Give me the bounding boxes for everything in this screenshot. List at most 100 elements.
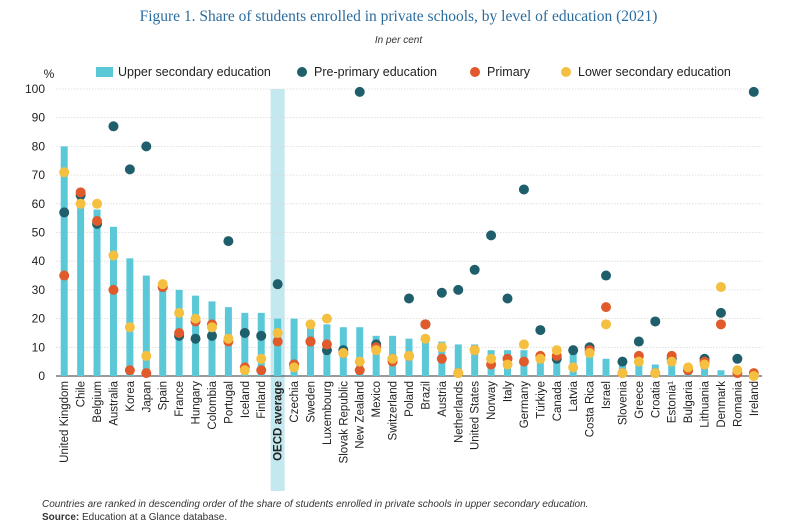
- dot-lower-secondary: [617, 368, 628, 379]
- x-tick-label: Netherlands: [453, 381, 465, 443]
- y-tick-label: 10: [32, 340, 46, 354]
- source-text: Education at a Glance database.: [79, 512, 228, 523]
- dot-lower-secondary: [354, 356, 365, 367]
- bar-upper-secondary: [257, 312, 265, 376]
- x-tick-label: Poland: [404, 381, 416, 417]
- x-tick-label: Lithuania: [700, 380, 712, 427]
- dot-lower-secondary: [551, 345, 562, 356]
- dot-lower-secondary: [732, 365, 743, 376]
- dot-lower-secondary: [223, 333, 234, 344]
- dot-primary: [420, 319, 431, 330]
- x-tick-label: Denmark: [716, 381, 728, 428]
- bar-upper-secondary: [701, 367, 709, 376]
- y-tick-label: 50: [32, 226, 46, 240]
- x-tick-label: Slovak Republic: [338, 381, 350, 464]
- x-tick-label: Luxembourg: [322, 381, 334, 445]
- dot-pre-primary: [650, 316, 661, 327]
- dot-lower-secondary: [683, 362, 694, 373]
- x-tick-label: Croatia: [650, 380, 662, 418]
- bar-upper-secondary: [274, 318, 282, 376]
- x-tick-label: Colombia: [207, 380, 219, 429]
- y-tick-label: 60: [32, 197, 46, 211]
- y-tick-label: 0: [38, 369, 45, 383]
- dot-pre-primary: [453, 284, 464, 295]
- y-tick-label: 100: [25, 82, 45, 96]
- dot-lower-secondary: [469, 345, 480, 356]
- dot-lower-secondary: [190, 313, 201, 324]
- x-tick-label: Portugal: [223, 381, 235, 424]
- x-tick-label: United States: [470, 381, 482, 450]
- dot-lower-secondary: [289, 362, 300, 373]
- x-tick-label: Ireland: [749, 381, 761, 416]
- y-axis-unit: %: [44, 67, 55, 81]
- dot-primary: [321, 339, 332, 350]
- x-tick-label: Germany: [519, 381, 531, 429]
- dot-lower-secondary: [59, 167, 70, 178]
- dot-pre-primary: [601, 270, 612, 281]
- dot-primary: [518, 356, 529, 367]
- dot-lower-secondary: [387, 353, 398, 364]
- dot-lower-secondary: [338, 348, 349, 359]
- bar-upper-secondary: [586, 355, 594, 376]
- x-tick-label: Costa Rica: [585, 380, 597, 437]
- x-tick-label: Japan: [141, 381, 153, 412]
- chart-title: Figure 1. Share of students enrolled in …: [139, 8, 658, 25]
- x-tick-label: OECD average: [273, 381, 285, 461]
- bar-upper-secondary: [142, 275, 150, 376]
- x-tick-label: Hungary: [191, 381, 203, 425]
- dot-primary: [715, 319, 726, 330]
- x-tick-label: Belgium: [92, 381, 104, 423]
- x-tick-label: Italy: [503, 381, 515, 402]
- dot-primary: [436, 353, 447, 364]
- dot-lower-secondary: [174, 307, 185, 318]
- dot-pre-primary: [518, 184, 529, 195]
- dot-pre-primary: [486, 230, 497, 241]
- dot-primary: [174, 327, 185, 338]
- x-tick-label: Estonia¹: [667, 381, 679, 423]
- dot-lower-secondary: [157, 279, 168, 290]
- dot-lower-secondary: [601, 319, 612, 330]
- bar-upper-secondary: [159, 281, 167, 376]
- dot-lower-secondary: [239, 365, 250, 376]
- x-tick-label: Iceland: [240, 381, 252, 418]
- dot-primary: [59, 270, 70, 281]
- legend-marker-primary: [470, 67, 480, 77]
- dot-lower-secondary: [650, 368, 661, 379]
- x-tick-label: Korea: [125, 380, 137, 411]
- dot-pre-primary: [469, 264, 480, 275]
- dot-pre-primary: [404, 293, 414, 304]
- x-tick-label: Norway: [486, 381, 498, 420]
- x-tick-label: Czechia: [289, 380, 301, 422]
- dot-lower-secondary: [75, 198, 86, 209]
- bar-upper-secondary: [635, 361, 643, 376]
- dot-primary: [354, 365, 365, 376]
- dot-lower-secondary: [420, 333, 431, 344]
- bar-upper-secondary: [372, 335, 380, 376]
- dot-pre-primary: [715, 307, 726, 318]
- dot-lower-secondary: [699, 359, 710, 370]
- y-tick-label: 70: [32, 168, 46, 182]
- x-tick-label: Austria: [437, 380, 449, 416]
- dot-primary: [305, 336, 316, 347]
- legend-label-pre-primary: Pre-primary education: [314, 65, 437, 79]
- dot-pre-primary: [206, 330, 217, 341]
- bar-upper-secondary: [421, 338, 429, 376]
- dot-pre-primary: [59, 207, 70, 218]
- dot-primary: [601, 302, 612, 313]
- dot-pre-primary: [502, 293, 513, 304]
- legend-marker-pre-primary: [297, 67, 307, 77]
- dot-primary: [124, 365, 135, 376]
- bar-upper-secondary: [536, 353, 544, 376]
- dot-pre-primary: [190, 333, 201, 344]
- x-tick-label: Slovenia: [617, 380, 629, 425]
- dot-pre-primary: [124, 164, 135, 175]
- dot-primary: [108, 284, 119, 295]
- dot-lower-secondary: [502, 359, 513, 370]
- footnote: Countries are ranked in descending order…: [42, 499, 589, 510]
- dot-pre-primary: [223, 236, 234, 247]
- legend-label-upper-secondary: Upper secondary education: [118, 65, 271, 79]
- dot-lower-secondary: [256, 353, 267, 364]
- x-tick-label: Mexico: [371, 381, 383, 417]
- chart-subtitle: In per cent: [374, 35, 423, 46]
